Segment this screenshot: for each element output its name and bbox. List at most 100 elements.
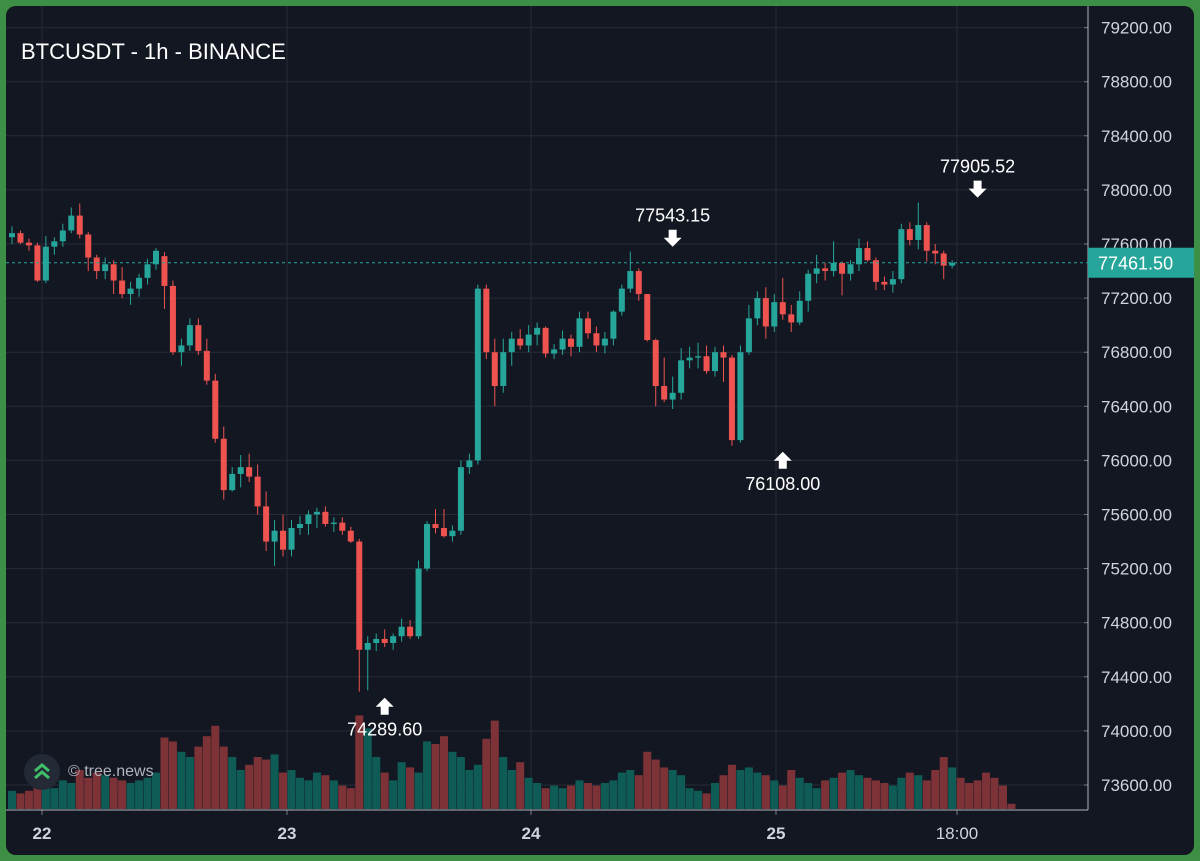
volume-bar	[617, 772, 626, 809]
candle-body	[652, 340, 659, 387]
candle-body	[457, 467, 464, 531]
candle-body	[771, 302, 778, 327]
volume-bar	[660, 767, 669, 809]
volume-bar	[795, 777, 804, 809]
candle-body	[161, 256, 168, 286]
volume-bar	[312, 772, 321, 809]
volume-bar	[677, 775, 686, 809]
volume-bar	[414, 772, 423, 809]
candle-body	[737, 352, 744, 441]
candle-body	[534, 327, 541, 335]
y-tick-label: 79200.00	[1101, 19, 1172, 38]
volume-bar	[1007, 803, 1016, 809]
candlestick-chart[interactable]: 73600.00 74000.00 74400.00 74800.00 75200.00…	[6, 6, 1194, 855]
x-tick-label: 24	[522, 824, 541, 843]
y-tick-label: 74000.00	[1101, 722, 1172, 741]
volume-bar	[50, 788, 59, 809]
candle-body	[68, 215, 75, 231]
volume-bar	[33, 785, 42, 809]
volume-bar	[236, 770, 245, 809]
volume-bar	[761, 775, 770, 809]
volume-bar	[185, 757, 194, 809]
candle-body	[627, 271, 634, 289]
y-tick-label: 76800.00	[1101, 343, 1172, 362]
volume-bar	[228, 757, 237, 809]
candle-body	[127, 288, 134, 295]
candle-body	[51, 241, 58, 247]
candle-body	[576, 318, 583, 347]
volume-bar	[812, 788, 821, 809]
candle-body	[805, 273, 812, 301]
volume-bar	[219, 746, 228, 809]
candle-body	[568, 338, 575, 347]
candle-body	[347, 530, 354, 542]
candle-body	[678, 360, 685, 393]
volume-bar	[439, 736, 448, 809]
tree-logo-icon	[24, 754, 60, 790]
volume-bar	[135, 780, 144, 809]
candle-body	[491, 352, 498, 387]
volume-bar	[109, 777, 118, 809]
volume-bar	[948, 767, 957, 809]
volume-bar	[101, 775, 110, 809]
candle-body	[407, 626, 414, 637]
candle-body	[559, 338, 566, 350]
candle-body	[847, 264, 854, 274]
candle-body	[788, 314, 795, 323]
up-arrow-icon	[375, 697, 394, 715]
y-tick-label: 77200.00	[1101, 289, 1172, 308]
volume-bar	[727, 764, 736, 809]
volume-bar	[423, 741, 432, 809]
candle-body	[390, 636, 397, 643]
candle-body	[940, 253, 947, 266]
candle-body	[889, 279, 896, 285]
volume-bar	[295, 777, 304, 809]
chart-title: BTCUSDT - 1h - BINANCE	[21, 39, 286, 64]
volume-bar	[143, 777, 152, 809]
candle-body	[59, 230, 66, 242]
x-tick-label: 25	[767, 824, 786, 843]
volume-bar	[533, 783, 542, 809]
candle-body	[762, 298, 769, 327]
candle-body	[635, 271, 642, 295]
volume-bar	[92, 772, 101, 809]
volume-bar	[126, 783, 135, 809]
low-price-annotation: 76108.00	[745, 474, 820, 494]
y-tick-label: 74800.00	[1101, 614, 1172, 633]
candle-body	[517, 338, 524, 346]
volume-bar	[279, 772, 288, 809]
candle-body	[618, 288, 625, 312]
candle-body	[593, 333, 600, 346]
candle-body	[881, 281, 888, 285]
candle-body	[610, 311, 617, 339]
volume-bar	[575, 780, 584, 809]
candle-body	[898, 229, 905, 280]
volume-bar	[711, 783, 720, 809]
candle-body	[152, 250, 159, 265]
volume-bar	[931, 770, 940, 809]
current-price-label: 77461.50	[1098, 254, 1173, 274]
volume-bar	[643, 751, 652, 809]
volume-bar	[151, 772, 160, 809]
volume-bar	[770, 780, 779, 809]
volume-bar	[939, 757, 948, 809]
volume-bar	[990, 777, 999, 809]
volume-bar	[541, 788, 550, 809]
volume-bar	[982, 772, 991, 809]
volume-bar	[702, 793, 711, 809]
low-price-annotation: 74289.60	[347, 720, 422, 740]
candle-body	[932, 250, 939, 254]
candle-body	[136, 277, 143, 289]
volume-bar	[380, 772, 389, 809]
candle-body	[119, 280, 126, 295]
candle-body	[525, 334, 532, 346]
candle-body	[76, 215, 83, 235]
candle-body	[288, 528, 295, 550]
volume-bar	[821, 780, 830, 809]
y-tick-label: 78800.00	[1101, 73, 1172, 92]
high-price-annotation: 77543.15	[635, 206, 710, 226]
candle-body	[330, 522, 337, 524]
volume-bar	[829, 777, 838, 809]
volume-bar	[84, 777, 93, 809]
candle-body	[381, 638, 388, 643]
